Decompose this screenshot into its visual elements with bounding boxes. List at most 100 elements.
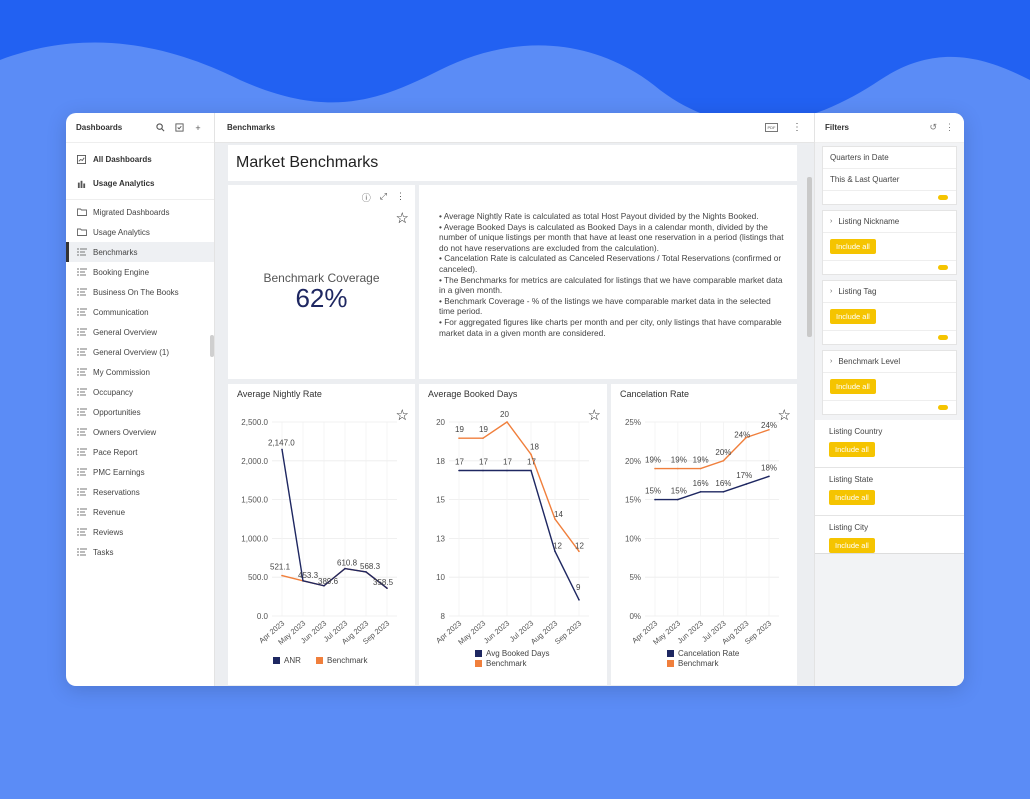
filter-benchmark-level[interactable]: › Benchmark Level Include all (822, 350, 957, 415)
sidebar-item[interactable]: Revenue (66, 502, 214, 522)
filter-toggle[interactable] (938, 195, 948, 200)
filter-listing-tag[interactable]: › Listing Tag Include all (822, 280, 957, 345)
kpi-value: 62% (295, 283, 348, 313)
chevron-right-icon[interactable]: › (830, 358, 833, 365)
y-tick-label: 10 (436, 573, 445, 582)
star-icon[interactable]: ☆ (777, 407, 791, 424)
dashboard-list-icon (76, 388, 87, 397)
sidebar-item-label: Migrated Dashboards (93, 207, 170, 217)
pdf-export-icon[interactable]: PDF (765, 123, 778, 132)
sidebar-item[interactable]: Tasks (66, 542, 214, 562)
filter-listing-city[interactable]: Listing City Include all (815, 516, 964, 553)
sidebar-item[interactable]: PMC Earnings (66, 462, 214, 482)
filter-label: Benchmark Level (838, 357, 901, 366)
star-icon[interactable]: ☆ (587, 407, 601, 424)
y-tick-label: 10% (625, 534, 641, 543)
include-all-chip[interactable]: Include all (829, 442, 875, 457)
sidebar-item[interactable]: Communication (66, 302, 214, 322)
data-point (530, 469, 532, 472)
filter-listing-nickname[interactable]: › Listing Nickname Include all (822, 210, 957, 275)
sidebar-item[interactable]: Reviews (66, 522, 214, 542)
y-tick-label: 5% (629, 573, 641, 582)
data-point (506, 421, 508, 423)
sidebar-item[interactable]: Occupancy (66, 382, 214, 402)
data-point (722, 460, 725, 462)
sidebar-item[interactable]: Reservations (66, 482, 214, 502)
sidebar-item-label: Usage Analytics (93, 227, 150, 237)
data-label: 453.3 (298, 571, 319, 580)
sidebar-item[interactable]: Pace Report (66, 442, 214, 462)
sidebar-item[interactable]: Usage Analytics (66, 222, 214, 242)
sidebar-item[interactable]: Booking Engine (66, 262, 214, 282)
chart-title: Average Booked Days (428, 389, 518, 399)
sidebar-item[interactable]: Migrated Dashboards (66, 202, 214, 222)
sidebar-item[interactable]: Benchmarks (66, 242, 214, 262)
sidebar-title: Dashboards (76, 123, 123, 132)
data-point (458, 469, 460, 472)
data-label: 568.3 (360, 562, 381, 571)
page-title: Market Benchmarks (236, 154, 379, 171)
y-tick-label: 13 (436, 534, 445, 543)
dashboard-list-icon (76, 508, 87, 517)
filter-label: Listing Tag (838, 287, 877, 296)
folder-icon (76, 208, 87, 217)
chevron-right-icon[interactable]: › (830, 218, 833, 225)
filters-title: Filters (825, 123, 850, 132)
sidebar-item[interactable]: Business On The Books (66, 282, 214, 302)
search-icon[interactable] (154, 122, 166, 134)
more-options-icon[interactable]: ⋮ (945, 122, 954, 132)
legend-label: Benchmark (327, 656, 368, 665)
series-line (655, 429, 770, 470)
chevron-right-icon[interactable]: › (830, 288, 833, 295)
filter-footer (823, 260, 956, 274)
include-all-chip[interactable]: Include all (830, 239, 876, 254)
include-all-chip[interactable]: Include all (830, 309, 876, 324)
add-icon[interactable]: + (195, 122, 201, 133)
filter-listing-state[interactable]: Listing State Include all (815, 468, 964, 516)
filter-listing-country[interactable]: Listing Country Include all (815, 420, 964, 468)
y-tick-label: 1,000.0 (241, 534, 268, 543)
main-scrollbar[interactable] (807, 177, 812, 337)
dashboard-list-icon (76, 528, 87, 537)
main-area: Benchmarks PDF ⋮ Market Benchmarks ⓘ ⤢ ⋮… (215, 113, 814, 686)
include-all-chip[interactable]: Include all (829, 490, 875, 505)
sidebar-scrollbar[interactable] (210, 335, 214, 357)
dashboard-list-icon (76, 548, 87, 557)
reset-icon[interactable]: ↺ (929, 122, 937, 132)
expand-icon[interactable]: ⤢ (379, 191, 387, 201)
data-label: 19% (693, 456, 709, 465)
more-options-icon[interactable]: ⋮ (792, 122, 802, 133)
include-all-chip[interactable]: Include all (830, 379, 876, 394)
filter-toggle[interactable] (938, 335, 948, 340)
data-point (458, 437, 460, 439)
more-options-icon[interactable]: ⋮ (396, 191, 405, 201)
checklist-icon[interactable] (173, 122, 185, 134)
filter-toggle[interactable] (938, 405, 948, 410)
sidebar-item-usage-analytics-top[interactable]: Usage Analytics (66, 171, 214, 195)
y-tick-label: 0% (629, 612, 641, 621)
sidebar-item-label: Business On The Books (93, 287, 179, 297)
series-line (459, 421, 580, 552)
data-label: 9 (576, 583, 581, 592)
sidebar-item-all-dashboards[interactable]: All Dashboards (66, 147, 214, 171)
sidebar-item[interactable]: Opportunities (66, 402, 214, 422)
legend-swatch (316, 657, 323, 664)
filter-quarters[interactable]: Quarters in Date This & Last Quarter (822, 146, 957, 205)
sidebar-item[interactable]: General Overview (1) (66, 342, 214, 362)
legend-swatch (475, 660, 482, 667)
info-icon[interactable]: ⓘ (361, 193, 371, 203)
sidebar-item-label: Booking Engine (93, 267, 150, 277)
filter-toggle[interactable] (938, 265, 948, 270)
y-tick-label: 8 (441, 612, 446, 621)
include-all-chip[interactable]: Include all (829, 538, 875, 553)
dashboard-list-icon (76, 328, 87, 337)
sidebar-item[interactable]: General Overview (66, 322, 214, 342)
data-label: 12 (575, 541, 584, 550)
data-point (654, 498, 656, 501)
sidebar-item[interactable]: Owners Overview (66, 422, 214, 442)
star-icon[interactable]: ☆ (395, 210, 409, 227)
data-point (554, 518, 556, 520)
sidebar-item[interactable]: My Commission (66, 362, 214, 382)
star-icon[interactable]: ☆ (395, 407, 409, 424)
data-point (677, 498, 679, 501)
